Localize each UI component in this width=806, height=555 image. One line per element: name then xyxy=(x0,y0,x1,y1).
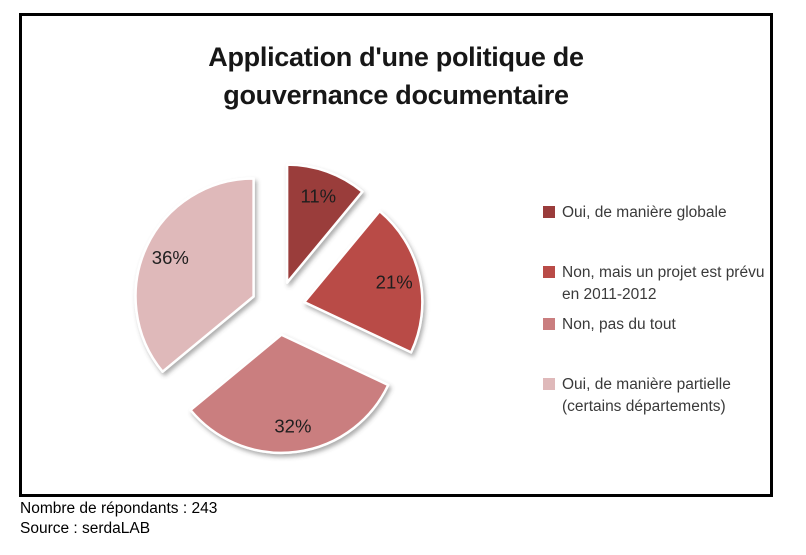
respondents-text: Nombre de répondants : 243 xyxy=(20,500,218,517)
pie-slice-1 xyxy=(285,163,364,284)
legend-marker-icon xyxy=(543,378,555,390)
pie-slice-2 xyxy=(303,209,424,354)
legend-label: Oui, de manière globale xyxy=(562,204,727,221)
slice-percent-label: 32% xyxy=(274,416,311,437)
legend-marker-icon xyxy=(543,266,555,278)
legend-marker-icon xyxy=(543,318,555,330)
chart-title: Application d'une politique de gouvernan… xyxy=(22,38,770,114)
source-text: Source : serdaLAB xyxy=(20,519,151,537)
slice-percent-label: 21% xyxy=(376,272,413,293)
legend-item: Non, mais un projet est prévu en 2011-20… xyxy=(543,262,765,306)
footer: Nombre de répondants : 243 Source : serd… xyxy=(20,499,217,538)
pie-slice-3 xyxy=(189,333,390,455)
legend-item: Oui, de manière partielle (certains dépa… xyxy=(543,374,765,418)
legend-marker-icon xyxy=(543,206,555,218)
legend-item: Non, pas du tout xyxy=(543,314,765,336)
slice-percent-label: 36% xyxy=(152,247,189,268)
legend-label: Oui, de manière partielle (certains dépa… xyxy=(562,376,731,415)
chart-frame: Application d'une politique de gouvernan… xyxy=(19,13,773,497)
legend-label: Non, pas du tout xyxy=(562,316,676,333)
legend-item: Oui, de manière globale xyxy=(543,202,765,224)
chart-title-text: Application d'une politique de gouvernan… xyxy=(208,42,584,110)
slice-percent-label: 11% xyxy=(300,186,336,207)
legend: Oui, de manière globale Non, mais un proj… xyxy=(543,16,765,494)
legend-label: Non, mais un projet est prévu en 2011-20… xyxy=(562,264,765,303)
pie-chart: 11% 21% 32% 36% xyxy=(134,163,424,455)
pie-slice-4 xyxy=(134,177,255,373)
